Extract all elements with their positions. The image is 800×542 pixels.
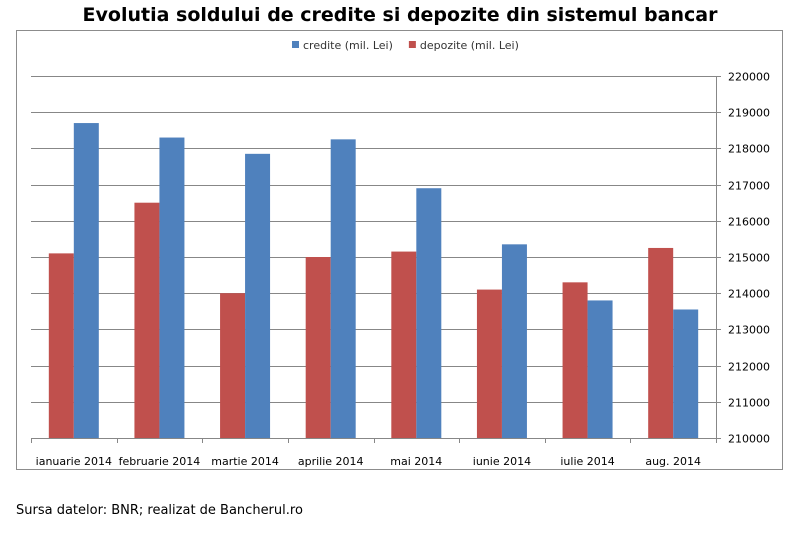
chart-title: Evolutia soldului de credite si depozite… <box>82 4 718 26</box>
y-tick-label: 212000 <box>728 361 770 374</box>
credite-bar <box>330 139 356 438</box>
credite-bar <box>159 137 185 439</box>
y-tick-label: 218000 <box>728 143 770 156</box>
legend-swatch <box>292 41 299 48</box>
depozite-bar <box>48 253 74 438</box>
y-tick-label: 211000 <box>728 397 770 410</box>
x-tick-label: mai 2014 <box>390 455 442 468</box>
credite-bar <box>416 188 442 438</box>
credite-bar <box>673 309 699 438</box>
credite-bar <box>501 244 527 438</box>
y-tick-label: 216000 <box>728 216 770 229</box>
y-tick-label: 214000 <box>728 288 770 301</box>
y-tick-label: 215000 <box>728 252 770 265</box>
legend-label: credite (mil. Lei) <box>303 39 393 52</box>
depozite-bar <box>134 202 160 438</box>
depozite-bar <box>305 257 331 438</box>
legend-swatch <box>408 41 416 48</box>
y-tick-label: 210000 <box>728 433 770 446</box>
x-tick-label: martie 2014 <box>211 455 279 468</box>
depozite-bar <box>562 282 588 438</box>
x-tick-label: ianuarie 2014 <box>36 455 112 468</box>
x-tick-label: februarie 2014 <box>119 455 201 468</box>
y-tick-label: 220000 <box>728 71 770 84</box>
x-tick-label: iunie 2014 <box>473 455 531 468</box>
x-tick-label: aprilie 2014 <box>298 455 364 468</box>
x-tick-label: iulie 2014 <box>560 455 614 468</box>
credite-bar <box>587 300 613 438</box>
legend-label: depozite (mil. Lei) <box>420 39 519 52</box>
depozite-bar <box>220 293 246 438</box>
y-tick-label: 219000 <box>728 107 770 120</box>
credite-bar <box>245 153 271 438</box>
y-tick-label: 213000 <box>728 324 770 337</box>
depozite-bar <box>391 251 417 438</box>
source-note: Sursa datelor: BNR; realizat de Bancheru… <box>16 503 303 518</box>
credite-bar <box>73 123 99 438</box>
y-tick-label: 217000 <box>728 180 770 193</box>
depozite-bar <box>648 247 674 438</box>
depozite-bar <box>476 289 502 438</box>
x-tick-label: aug. 2014 <box>645 455 701 468</box>
